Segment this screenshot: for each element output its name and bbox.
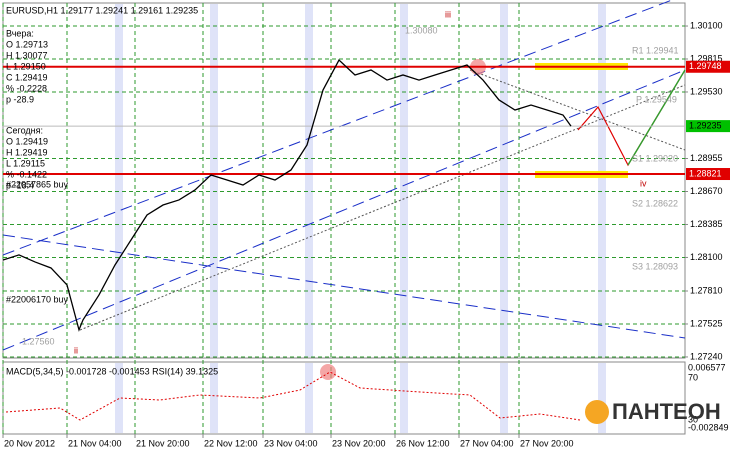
x-tick-label: 21 Nov 04:00 bbox=[68, 438, 122, 448]
grid bbox=[2, 3, 685, 434]
pivot-label: S3 1.28093 bbox=[632, 261, 678, 271]
annotation: #22006170 buy bbox=[6, 294, 69, 304]
indicator-scale: 70 bbox=[688, 372, 698, 382]
info-line: % -0.2228 bbox=[6, 83, 47, 93]
level-tag bbox=[686, 60, 730, 73]
annotation: iii bbox=[445, 9, 451, 19]
x-tick-label: 27 Nov 04:00 bbox=[460, 438, 514, 448]
price-line bbox=[2, 58, 572, 332]
x-tick-label: 23 Nov 04:00 bbox=[264, 438, 318, 448]
pivot-label: S2 1.28622 bbox=[632, 198, 678, 208]
x-tick-label: 22 Nov 12:00 bbox=[204, 438, 258, 448]
info-line: Вчера: bbox=[6, 28, 34, 38]
indicator-line bbox=[5, 371, 581, 421]
y-tick-label: 1.30100 bbox=[690, 20, 723, 30]
x-tick-label: 23 Nov 20:00 bbox=[332, 438, 386, 448]
logo-icon bbox=[585, 400, 609, 424]
pivot-label: P 1.29549 bbox=[636, 94, 677, 104]
y-tick-label: 1.28670 bbox=[690, 186, 723, 196]
x-tick-label: 21 Nov 20:00 bbox=[136, 438, 190, 448]
last-price-label: 1.29235 bbox=[689, 120, 722, 130]
info-line: L 1.29115 bbox=[6, 158, 45, 168]
indicator-scale: -0.002849 bbox=[688, 422, 729, 432]
info-line: H 1.30077 bbox=[6, 50, 48, 60]
y-tick-label: 1.28955 bbox=[690, 153, 723, 163]
annotation: #22057865 buy bbox=[6, 179, 69, 189]
annotation: iv bbox=[640, 178, 647, 188]
chart-title: EURUSD,H1 1.29177 1.29241 1.29161 1.2923… bbox=[6, 5, 198, 15]
info-line: O 1.29713 bbox=[6, 39, 48, 49]
info-line: % -0.1422 bbox=[6, 169, 47, 179]
y-tick-label: 1.27525 bbox=[690, 318, 723, 328]
marker bbox=[320, 364, 336, 380]
logo: ПАНТЕОН bbox=[612, 399, 721, 424]
x-tick-label: 27 Nov 20:00 bbox=[520, 438, 574, 448]
price-layer bbox=[2, 58, 685, 332]
info-line: p -28.9 bbox=[6, 94, 34, 104]
channel-lines bbox=[2, 0, 686, 351]
y-tick-label: 1.29530 bbox=[690, 86, 723, 96]
session-bands bbox=[115, 4, 606, 433]
annotation: 1.27560 bbox=[22, 336, 55, 346]
level-label: 1.29748 bbox=[689, 61, 722, 71]
trend-lines bbox=[79, 69, 686, 331]
info-line: H 1.29419 bbox=[6, 147, 48, 157]
indicator-scale: 0.006577 bbox=[688, 362, 726, 372]
indicator-label: MACD(5,34,5) -0.001728 -0.001453 RSI(14)… bbox=[6, 366, 218, 376]
annotation: 1.30080 bbox=[405, 25, 438, 35]
level-label: 1.28821 bbox=[689, 168, 722, 178]
info-line: O 1.29419 bbox=[6, 136, 48, 146]
pivot-label: S1 1.29020 bbox=[632, 153, 678, 163]
x-tick-label: 20 Nov 2012 bbox=[4, 438, 55, 448]
info-line: C 1.29419 bbox=[6, 72, 48, 82]
y-tick-label: 1.28100 bbox=[690, 252, 723, 262]
info-line: L 1.29150 bbox=[6, 61, 46, 71]
y-tick-label: 1.29815 bbox=[690, 53, 723, 63]
annotation: ii bbox=[74, 345, 78, 355]
info-line: Сегодня: bbox=[6, 125, 43, 135]
info-line: p -18.4 bbox=[6, 180, 34, 190]
y-tick-label: 1.28385 bbox=[690, 219, 723, 229]
last-price-tag bbox=[686, 120, 730, 133]
level-tag bbox=[686, 168, 730, 181]
indicator-scale: 30 bbox=[688, 414, 698, 424]
forecast-path bbox=[627, 69, 686, 166]
x-tick-label: 26 Nov 12:00 bbox=[396, 438, 450, 448]
y-tick-label: 1.27810 bbox=[690, 285, 723, 295]
pivot-label: R1 1.29941 bbox=[632, 45, 679, 55]
y-tick-label: 1.27240 bbox=[690, 351, 723, 361]
